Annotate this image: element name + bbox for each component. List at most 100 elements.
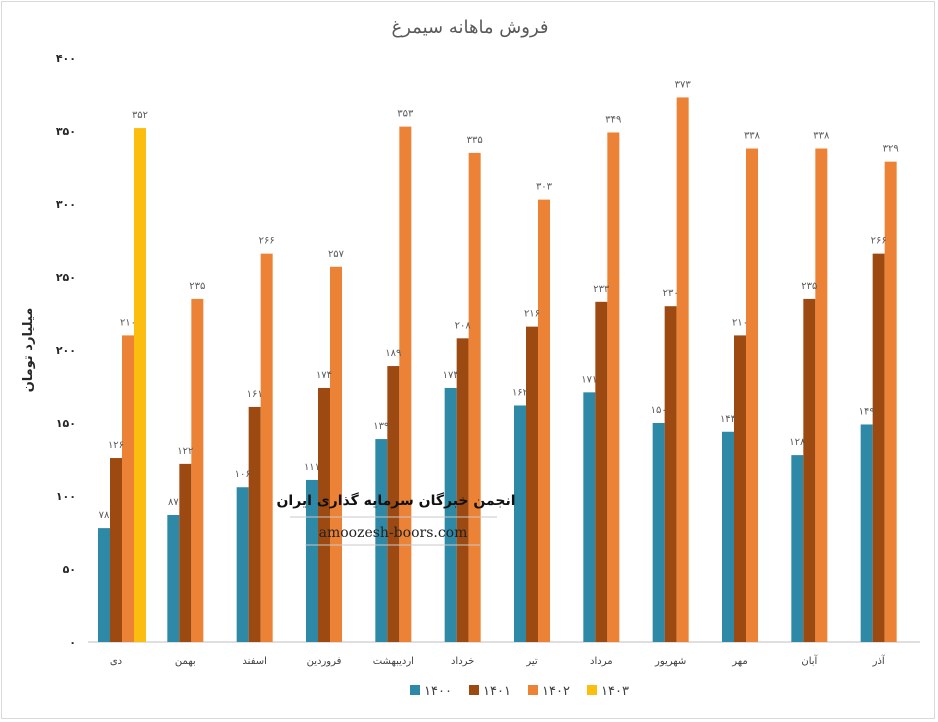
data-label: ۱۵۰ [651, 405, 667, 416]
bar-8-series-2 [595, 301, 608, 642]
y-axis-ticks: ۰ ۵۰ ۱۰۰ ۱۵۰ ۲۰۰ ۲۵۰ ۳۰۰ ۳۵۰ ۴۰۰ [56, 52, 76, 649]
bar-5-series-3 [399, 126, 412, 643]
data-label: ۲۱۰ [732, 317, 748, 328]
bar-12-series-1 [860, 424, 873, 642]
x-tick-label: مهر [731, 656, 747, 667]
data-label: ۱۶۱ [247, 389, 263, 400]
data-label: ۱۶۲ [512, 387, 528, 398]
bar-9-series-3 [676, 97, 689, 643]
legend-swatch [469, 685, 479, 695]
bar-5-series-2 [387, 366, 400, 642]
data-label: ۳۲۹ [883, 144, 899, 155]
bar-6-series-1 [444, 387, 457, 642]
legend-swatch [410, 685, 420, 695]
bar-1-series-2 [110, 458, 122, 642]
bar-9-series-2 [664, 306, 677, 642]
legend-label: ۱۴۰۰ [424, 684, 452, 699]
data-label: ۱۴۴ [720, 414, 736, 425]
bar-1-series-1 [98, 528, 110, 642]
data-label: ۱۱۱ [304, 462, 320, 473]
data-label: ۳۳۸ [813, 131, 830, 142]
x-tick-label: آذر [872, 654, 886, 667]
x-tick-label: تیر [525, 656, 538, 667]
y-tick-label: ۳۵۰ [56, 125, 76, 138]
y-tick-label: ۱۵۰ [56, 417, 76, 430]
bar-6-series-2 [456, 338, 469, 642]
bar-11-series-2 [803, 298, 816, 642]
watermark-url: amoozesh-boors.com [319, 525, 468, 541]
bar-3-series-2 [248, 406, 261, 642]
bar-1-series-4 [134, 128, 146, 642]
chart-title: فروش ماهانه سیمرغ [392, 17, 549, 38]
data-label: ۲۱۶ [524, 309, 540, 320]
bar-8-series-1 [583, 392, 596, 642]
x-tick-label: فروردین [307, 656, 342, 667]
data-label: ۲۳۰ [663, 288, 679, 299]
data-label: ۳۰۳ [536, 182, 553, 193]
data-label: ۱۷۴ [443, 370, 459, 381]
bar-10-series-2 [734, 335, 746, 642]
legend: ۱۴۰۰ ۱۴۰۱ ۱۴۰۲ ۱۴۰۳ [410, 684, 629, 699]
x-tick-label: مرداد [590, 656, 613, 667]
data-label: ۳۷۳ [675, 79, 692, 90]
data-label: ۲۶۶ [871, 236, 887, 247]
data-label: ۲۰۸ [455, 320, 472, 331]
data-label: ۲۳۳ [593, 284, 610, 295]
bar-2-series-2 [179, 463, 192, 642]
data-label: ۱۴۹ [859, 406, 875, 417]
y-axis-label: میلیارد تومان [21, 308, 36, 393]
bar-10-series-1 [722, 431, 734, 642]
bar-4-series-3 [330, 266, 342, 642]
data-label: ۸۷ [168, 497, 179, 508]
bar-5-series-1 [375, 439, 388, 642]
data-label: ۱۷۴ [316, 370, 332, 381]
watermark-title: انجمن خبرگان سرمایه گذاری ایران [276, 492, 515, 509]
data-label: ۱۲۸ [789, 437, 806, 448]
bar-11-series-1 [791, 455, 804, 642]
data-label: ۳۳۵ [467, 135, 483, 146]
bar-7-series-2 [526, 326, 538, 642]
bars-group [98, 97, 897, 643]
bar-2-series-3 [191, 298, 204, 642]
y-tick-label: ۳۰۰ [56, 198, 76, 211]
data-label: ۱۰۶ [235, 469, 251, 480]
x-tick-label: شهریور [654, 656, 686, 667]
bar-10-series-3 [746, 148, 758, 642]
y-tick-label: ۱۰۰ [56, 490, 76, 503]
data-label: ۲۵۷ [328, 249, 345, 260]
legend-swatch [587, 685, 597, 695]
data-label: ۱۳۹ [373, 421, 389, 432]
data-label: ۱۲۶ [108, 440, 124, 451]
bar-6-series-3 [468, 152, 481, 642]
data-label: ۲۳۵ [801, 281, 817, 292]
data-labels-group: ۷۸ ۱۲۶ ۲۱۰ ۳۵۲ ۸۷ ۱۲۲ ۲۳۵ ۱۰۶ ۱۶۱ ۲۶۶ ۱۱۱ ۱۷۴ ۲۵۷ ۱۳۹… [99, 79, 899, 521]
bar-7-series-3 [538, 199, 550, 642]
x-tick-label: دی [110, 656, 122, 667]
y-tick-label: ۵۰ [63, 563, 76, 576]
bar-4-series-1 [306, 479, 318, 642]
x-tick-label: خرداد [451, 656, 474, 667]
bar-12-series-3 [884, 161, 897, 642]
watermark: انجمن خبرگان سرمایه گذاری ایران amoozesh… [276, 492, 516, 546]
x-tick-label: بهمن [175, 656, 196, 667]
data-label: ۲۶۶ [259, 236, 275, 247]
bar-3-series-1 [236, 487, 249, 642]
legend-label: ۱۴۰۲ [542, 684, 570, 699]
bar-1-series-3 [122, 335, 134, 642]
x-tick-label: اسفند [242, 656, 266, 667]
y-tick-label: ۰ [69, 636, 76, 649]
data-label: ۳۴۹ [605, 114, 621, 125]
legend-label: ۱۴۰۳ [601, 684, 629, 699]
data-label: ۱۲۲ [177, 446, 193, 457]
bar-11-series-3 [815, 148, 828, 642]
bar-7-series-1 [514, 405, 526, 642]
data-label: ۷۸ [99, 510, 110, 521]
x-axis-ticks: دی بهمن اسفند فروردین اردیبهشت خرداد تیر مرداد ش… [110, 654, 886, 667]
data-label: ۲۱۰ [120, 317, 136, 328]
data-label: ۲۳۵ [189, 281, 205, 292]
data-label: ۱۸۹ [385, 348, 401, 359]
y-tick-label: ۴۰۰ [56, 52, 76, 65]
bar-2-series-1 [167, 514, 180, 642]
